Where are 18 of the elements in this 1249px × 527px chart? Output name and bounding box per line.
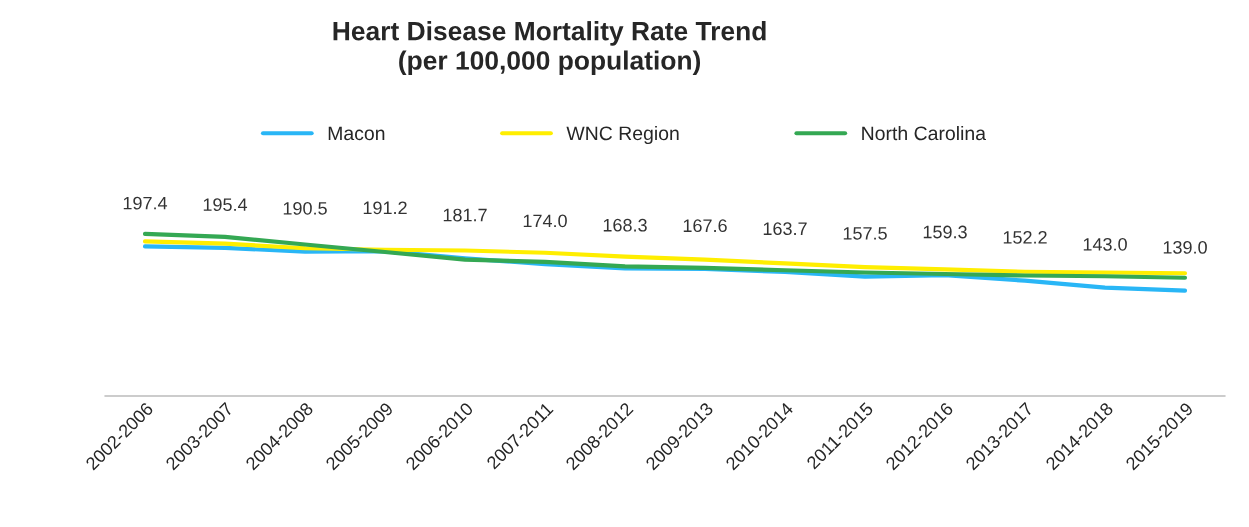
data-label: 159.3: [923, 225, 967, 239]
legend-label: Macon: [328, 126, 385, 141]
data-label: 168.3: [603, 218, 647, 232]
data-label: 195.4: [203, 198, 248, 212]
data-label: 190.5: [283, 201, 327, 215]
legend-label: North Carolina: [862, 125, 987, 141]
data-label: 163.7: [763, 222, 807, 236]
data-label: 174.0: [523, 214, 567, 228]
data-label: 139.0: [1163, 240, 1207, 254]
data-label: 181.7: [443, 208, 487, 222]
data-label: 167.6: [683, 219, 727, 233]
chart-title: Heart Disease Mortality Rate Trend (per 100,000 population): [333, 21, 766, 76]
data-label: 191.2: [363, 201, 407, 215]
legend-label: WNC Region: [566, 125, 679, 145]
data-label: 143.0: [1083, 237, 1127, 251]
data-label: 197.4: [123, 196, 168, 210]
data-label: 152.2: [1003, 230, 1047, 244]
data-label: 157.5: [843, 227, 887, 240]
